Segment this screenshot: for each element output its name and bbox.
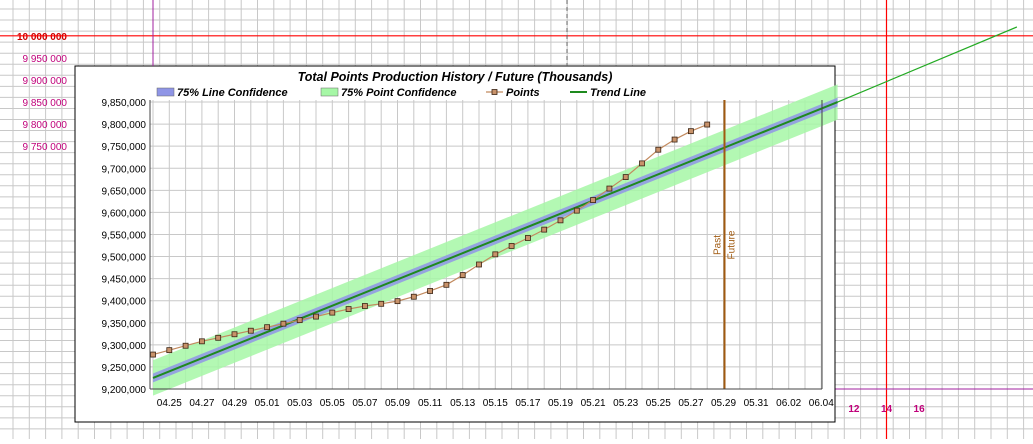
data-point [264,324,271,331]
y-tick-label: 9,650,000 [102,186,147,197]
x-tick-label: 05.13 [450,398,475,409]
data-point [296,317,303,324]
data-point [443,281,450,288]
y-tick-label: 9,450,000 [102,275,147,286]
y-tick-label: 9,300,000 [102,341,147,352]
data-point [394,298,401,305]
y-tick-label: 9,200,000 [102,385,147,396]
x-tick-label: 05.19 [548,398,573,409]
chart-title: Total Points Production History / Future… [298,70,613,84]
data-point [606,185,613,192]
data-point [655,146,662,153]
y-tick-label: 9,750,000 [102,142,147,153]
outer-y-label: 9 750 000 [23,142,68,153]
data-point [639,160,645,167]
chart-legend: 75% Line Confidence 75% Point Confidence P… [156,87,646,99]
data-point [590,197,596,203]
legend-label: Trend Line [590,87,646,99]
data-point [573,207,580,214]
data-point [508,243,515,249]
data-point [166,347,173,354]
x-tick-label: 05.09 [385,398,410,409]
outer-y-label: 9 800 000 [23,120,68,131]
y-tick-label: 9,700,000 [102,164,147,175]
outer-y-label: 9 950 000 [23,54,68,65]
data-point [329,309,336,316]
y-tick-label: 9,850,000 [102,98,147,109]
x-tick-label: 05.23 [613,398,638,409]
outer-y-label: 10 000 000 [17,32,67,43]
x-tick-label: 05.05 [320,398,345,409]
x-tick-label: 05.27 [678,398,703,409]
y-tick-label: 9,400,000 [102,297,147,308]
x-tick-label: 05.25 [646,398,671,409]
legend-swatch [156,87,175,97]
outer-y-label: 9 850 000 [23,98,68,109]
data-point [198,338,205,345]
x-tick-label: 05.01 [255,398,280,409]
x-tick-label: 04.25 [157,398,182,409]
y-tick-label: 9,500,000 [102,253,147,264]
data-point [231,331,238,338]
data-point [313,313,319,320]
data-point [280,320,287,327]
legend-label: Points [506,87,540,99]
data-point [525,235,531,241]
data-point [215,334,222,341]
data-point [476,261,482,268]
outer-x-label: 12 [848,404,860,415]
legend-swatch-marker [491,89,498,95]
legend-swatch [320,87,339,97]
data-point [671,136,678,143]
data-point [427,288,434,294]
x-tick-label: 05.07 [352,398,377,409]
x-tick-label: 05.21 [581,398,606,409]
y-tick-label: 9,800,000 [102,120,147,131]
x-tick-label: 05.03 [287,398,312,409]
data-point [378,300,385,307]
chart-axes: 9,200,000 9,250,000 9,300,000 9,350,000 9,40… [102,98,835,409]
x-tick-label: 05.17 [515,398,540,409]
legend-label: 75% Point Confidence [341,87,457,99]
trend-line-extension [837,26,1018,103]
data-point [492,251,499,258]
x-tick-label: 04.27 [189,398,214,409]
data-point [622,174,629,180]
data-point [345,306,352,312]
x-tick-label: 05.29 [711,398,736,409]
legend-label: 75% Line Confidence [177,87,288,99]
data-point [541,226,548,233]
data-point [150,351,156,358]
data-point [704,121,711,128]
x-tick-label: 06.02 [776,398,801,409]
data-point [688,128,694,135]
x-tick-label: 05.15 [483,398,508,409]
y-tick-label: 9,250,000 [102,363,147,374]
outer-x-label: 16 [914,404,926,415]
data-point [557,217,564,224]
data-point [182,342,189,349]
past-future-divider: Past Future [713,100,738,389]
x-tick-label: 04.29 [222,398,247,409]
outer-y-label: 9 900 000 [23,76,68,87]
data-point [410,293,417,300]
x-tick-label: 06.04 [809,398,834,409]
data-point [459,272,466,278]
x-tick-label: 05.31 [744,398,769,409]
y-tick-label: 9,350,000 [102,319,147,330]
data-point [361,303,368,309]
divider-label-past: Past [713,235,724,255]
y-tick-label: 9,550,000 [102,230,147,241]
chart-grid [150,100,822,390]
data-point [247,327,254,334]
y-tick-label: 9,600,000 [102,208,147,219]
x-tick-label: 05.11 [418,398,443,409]
divider-label-future: Future [727,230,738,259]
